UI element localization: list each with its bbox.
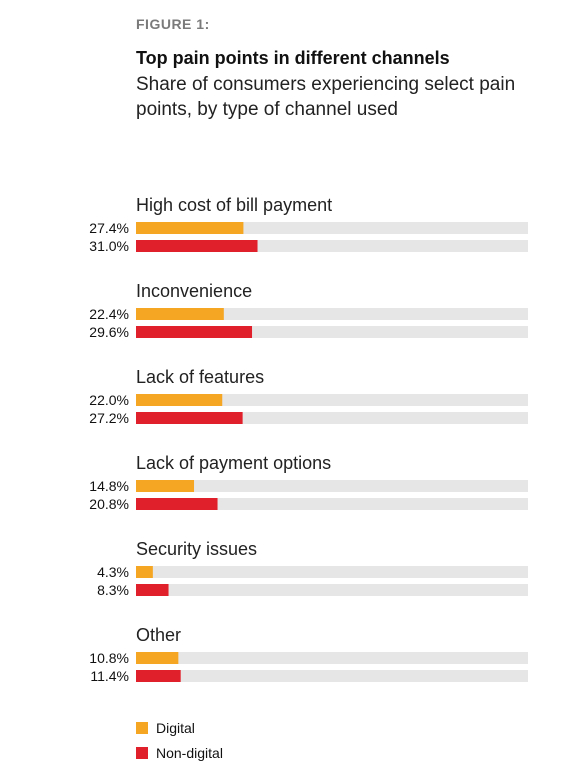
bar-digital (136, 394, 223, 406)
value-label: 11.4% (90, 668, 129, 684)
category-label: Inconvenience (136, 281, 252, 301)
value-label: 29.6% (89, 324, 129, 340)
value-label: 22.0% (89, 392, 129, 408)
legend-label-non-digital: Non-digital (156, 745, 223, 761)
category-label: Lack of features (136, 367, 264, 387)
legend-label-digital: Digital (156, 720, 195, 736)
bar-non-digital (136, 412, 243, 424)
value-label: 4.3% (97, 564, 129, 580)
category-label: Lack of payment options (136, 453, 331, 473)
value-label: 27.4% (89, 220, 129, 236)
value-label: 14.8% (89, 478, 129, 494)
bar-non-digital (136, 670, 181, 682)
legend-item-non-digital: Non-digital (136, 745, 223, 761)
bar-non-digital (136, 240, 258, 252)
value-label: 8.3% (97, 582, 129, 598)
bar-track (136, 670, 528, 682)
chart-title: Top pain points in different channels (136, 48, 450, 68)
legend-swatch-digital (136, 722, 148, 734)
bar-non-digital (136, 326, 253, 338)
value-label: 10.8% (89, 650, 129, 666)
bar-track (136, 480, 528, 492)
bar-track (136, 584, 528, 596)
bar-track (136, 498, 528, 510)
category-label: Security issues (136, 539, 257, 559)
chart-subtitle: Share of consumers experiencing select p… (136, 74, 516, 120)
category-label: Other (136, 625, 181, 645)
value-label: 20.8% (89, 496, 129, 512)
legend-item-digital: Digital (136, 720, 195, 736)
bar-digital (136, 222, 244, 234)
legend-swatch-non-digital (136, 747, 148, 759)
bar-non-digital (136, 498, 218, 510)
bar-digital (136, 480, 195, 492)
bar-digital (136, 308, 224, 320)
value-label: 31.0% (89, 238, 129, 254)
bar-digital (136, 652, 179, 664)
bar-track (136, 394, 528, 406)
bar-track (136, 566, 528, 578)
value-label: 22.4% (89, 306, 129, 322)
bar-digital (136, 566, 153, 578)
bar-track (136, 652, 528, 664)
value-label: 27.2% (89, 410, 129, 426)
figure-label: FIGURE 1: (136, 16, 210, 32)
bar-track (136, 308, 528, 320)
bar-non-digital (136, 584, 169, 596)
category-label: High cost of bill payment (136, 195, 332, 215)
